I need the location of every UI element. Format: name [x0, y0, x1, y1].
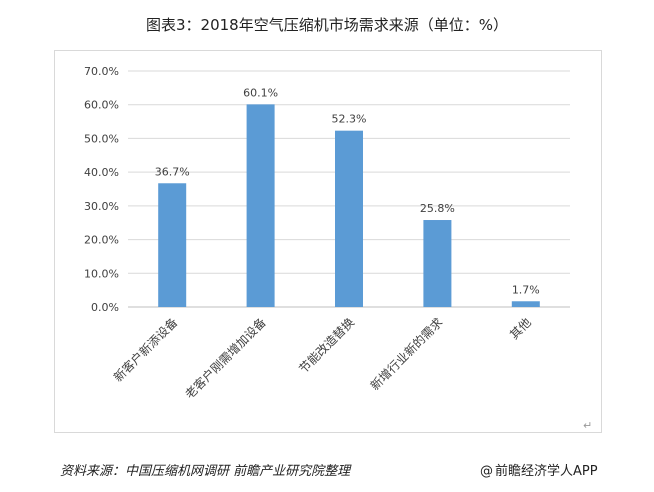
y-tick-label: 50.0%	[84, 132, 119, 145]
y-tick-label: 20.0%	[84, 234, 119, 247]
y-tick-label: 40.0%	[84, 166, 119, 179]
chart-title: 图表3：2018年空气压缩机市场需求来源（单位：%）	[146, 16, 508, 34]
y-tick-label: 70.0%	[84, 65, 119, 78]
data-label: 1.7%	[512, 283, 540, 296]
chart-frame	[54, 50, 602, 433]
data-label: 36.7%	[155, 165, 190, 178]
data-label: 25.8%	[420, 202, 455, 215]
x-category-label: 其他	[507, 315, 534, 342]
bar	[246, 104, 275, 308]
data-label: 60.1%	[243, 86, 278, 99]
data-label: 52.3%	[332, 113, 367, 126]
y-tick-label: 10.0%	[84, 267, 119, 280]
bar	[335, 130, 363, 307]
y-tick-label: 0.0%	[91, 301, 119, 314]
x-category-label: 新客户新添设备	[110, 315, 180, 385]
brand-name: 前瞻经济学人APP	[495, 464, 598, 479]
x-category-label: 老客户刚需增加设备	[182, 315, 269, 402]
bar	[158, 183, 187, 307]
at-symbol: @	[480, 464, 493, 479]
return-mark: ↵	[583, 419, 593, 432]
bar	[423, 220, 452, 307]
source-note: 资料来源：中国压缩机网调研 前瞻产业研究院整理	[60, 464, 351, 479]
x-category-label: 节能改造替换	[296, 315, 357, 376]
x-category-label: 新增行业新的需求	[367, 315, 445, 393]
brand-credit: @ 前瞻经济学人APP	[480, 460, 598, 479]
y-tick-label: 60.0%	[84, 99, 119, 112]
y-tick-label: 30.0%	[84, 200, 119, 213]
bar	[511, 301, 540, 307]
